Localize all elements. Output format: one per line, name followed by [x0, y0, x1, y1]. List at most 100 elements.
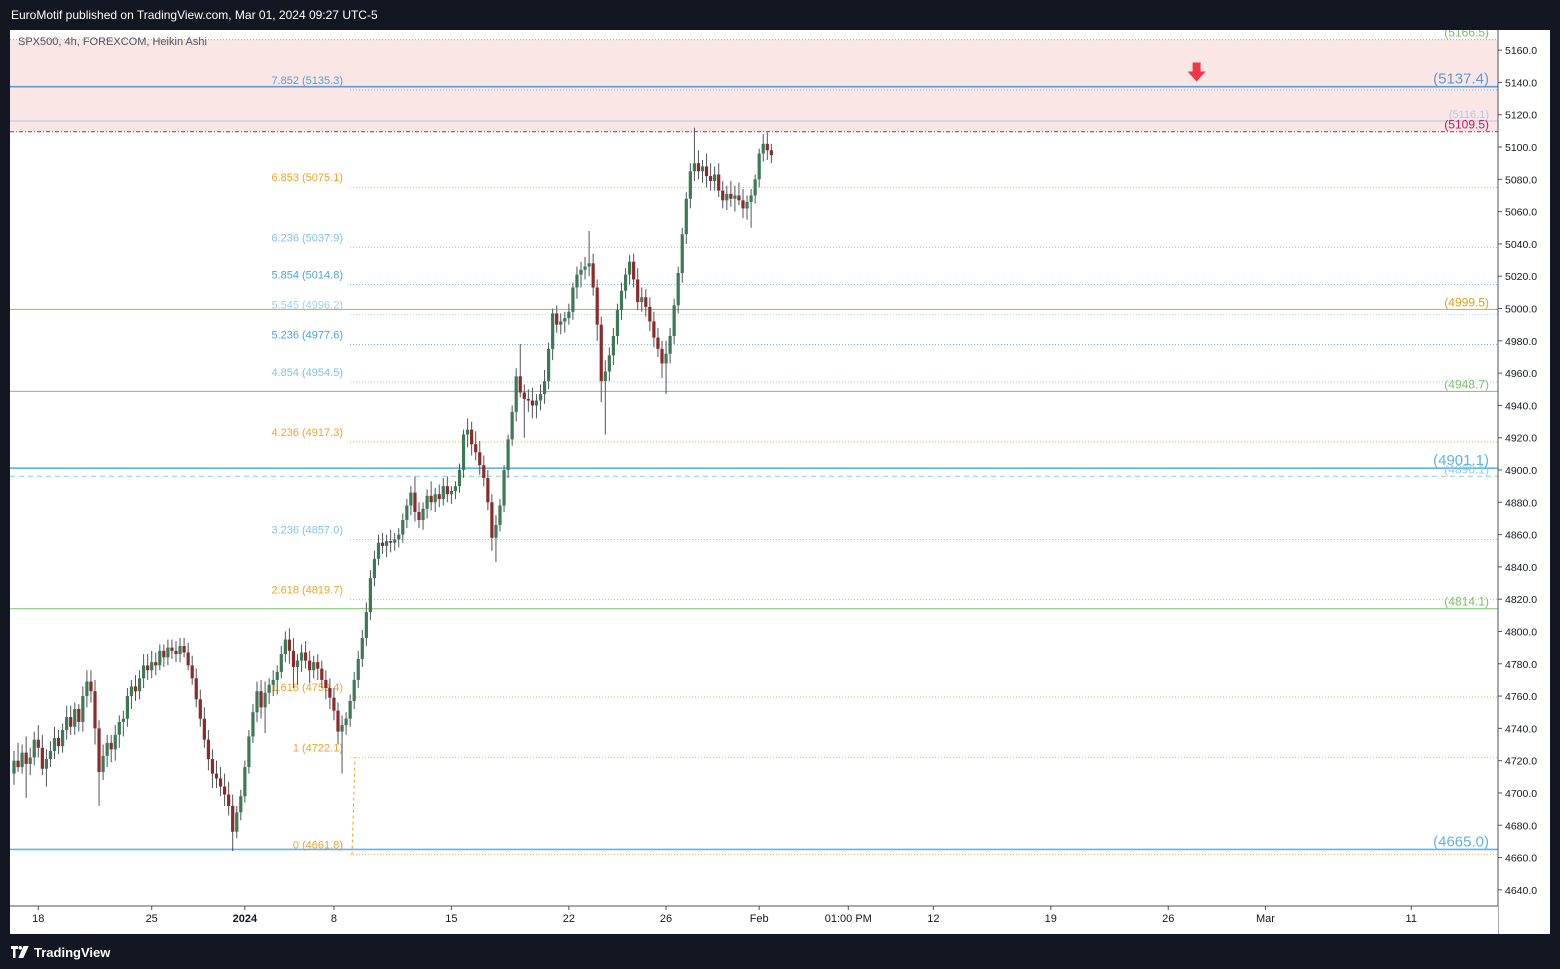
- candle-body: [417, 511, 421, 521]
- candle-body: [129, 686, 134, 697]
- candle-body: [328, 688, 332, 698]
- candle-body: [166, 647, 170, 658]
- price-axis-bg[interactable]: [1498, 30, 1550, 934]
- candle-body: [757, 153, 761, 180]
- candle-body: [368, 578, 372, 613]
- candle-body: [721, 190, 725, 201]
- candle-body: [202, 718, 206, 740]
- chart-panel[interactable]: 0 (4661.8) 1 (4722.1) 1.618 (4759.4) 2.618 …: [10, 26, 1550, 934]
- candle-body: [413, 492, 417, 512]
- time-tick-label: 01:00 PM: [825, 913, 872, 925]
- time-tick-label: Mar: [1256, 913, 1275, 925]
- candle-body: [214, 773, 219, 779]
- fib-extension: 0 (4661.8) 1 (4722.1) 1.618 (4759.4) 2.618 …: [271, 75, 1498, 856]
- candle-body: [619, 290, 624, 311]
- candle-body: [445, 486, 449, 495]
- candle-body: [607, 355, 611, 372]
- candle-body: [401, 520, 405, 535]
- candle-body: [223, 786, 227, 795]
- candle-body: [644, 297, 648, 307]
- price-tick-label: 4640.0: [1505, 885, 1537, 897]
- price-tick-label: 4740.0: [1505, 723, 1537, 735]
- candle-body: [623, 274, 628, 291]
- candle-body: [429, 495, 433, 503]
- tradingview-logo[interactable]: TradingView: [11, 944, 110, 960]
- candle-body: [109, 742, 113, 750]
- price-chart[interactable]: 0 (4661.8) 1 (4722.1) 1.618 (4759.4) 2.618 …: [10, 26, 1550, 934]
- candle-body: [498, 505, 502, 525]
- candle-body: [93, 691, 97, 729]
- price-tick-label: 4720.0: [1505, 756, 1537, 768]
- price-tick-label: 4980.0: [1505, 336, 1537, 348]
- candle-body: [291, 650, 296, 668]
- candle-body: [24, 752, 28, 764]
- candle-body: [587, 263, 591, 267]
- candle-body: [421, 508, 425, 521]
- candle-body: [486, 478, 490, 503]
- candle-body: [765, 143, 769, 151]
- candle-body: [150, 662, 154, 671]
- horizontal-lines: [10, 39, 1498, 851]
- price-tick-label: 4800.0: [1505, 626, 1537, 638]
- price-tick-label: 4860.0: [1505, 530, 1537, 542]
- candle-body: [146, 665, 150, 671]
- candle-body: [632, 261, 636, 280]
- candle-body: [61, 729, 65, 747]
- time-tick-label: Feb: [750, 913, 769, 925]
- candle-body: [729, 193, 733, 199]
- candle-body: [709, 176, 713, 181]
- tradingview-logo-text: TradingView: [34, 944, 111, 960]
- price-tick-label: 4940.0: [1505, 400, 1537, 412]
- candle-body: [449, 490, 453, 495]
- candle-body: [52, 738, 57, 751]
- time-tick-label: 11: [1406, 913, 1417, 925]
- candle-body: [700, 166, 705, 172]
- candle-body: [267, 684, 271, 693]
- time-axis-bg[interactable]: [10, 906, 1498, 934]
- candle-body: [295, 660, 300, 668]
- candle-body: [186, 652, 190, 666]
- candle-body: [615, 310, 620, 336]
- candle-body: [737, 195, 741, 201]
- candle-body: [692, 163, 696, 172]
- candle-body: [174, 650, 178, 655]
- candle-body: [178, 646, 182, 655]
- arrow-down-icon: [1187, 62, 1206, 82]
- candle-body: [360, 637, 364, 659]
- candle-body: [137, 678, 142, 692]
- candle-body: [380, 542, 385, 546]
- fib-label-7: 5.236 (4977.6): [271, 330, 343, 342]
- time-tick-label: 26: [1162, 913, 1174, 925]
- candle-body: [688, 171, 692, 199]
- price-axis[interactable]: 5160.0 5140.0 5120.0 5100.0 5080.0 5060.0 5040…: [1498, 45, 1537, 897]
- time-axis[interactable]: 18 25 2024 8 15 22 26 Feb 01:00 PM 12 19 26 Mar 11: [32, 906, 1417, 925]
- candle-body: [101, 755, 105, 772]
- hline-label-7: (4896.1): [1444, 462, 1489, 476]
- price-tick-label: 4780.0: [1505, 659, 1537, 671]
- price-tick-label: 5020.0: [1505, 271, 1537, 283]
- candle-body: [571, 287, 575, 312]
- candle-body: [393, 539, 397, 543]
- price-tick-label: 4820.0: [1505, 594, 1537, 606]
- candle-body: [48, 750, 53, 760]
- candle-body: [474, 444, 478, 453]
- price-tick-label: 4900.0: [1505, 465, 1537, 477]
- candle-body: [344, 718, 348, 726]
- candle-body: [457, 470, 462, 487]
- publish-info: EuroMotif published on TradingView.com, …: [11, 8, 378, 22]
- candle-body: [725, 193, 729, 201]
- time-tick-label: 19: [1045, 913, 1057, 925]
- time-tick-label: 22: [563, 913, 575, 925]
- candle-body: [717, 174, 721, 191]
- hline-label-0: (5166.5): [1444, 30, 1489, 40]
- fib-label-0: 0 (4661.8): [293, 840, 343, 852]
- candle-body: [69, 717, 73, 727]
- hline-label-9: (4665.0): [1433, 833, 1489, 850]
- candle-body: [332, 697, 336, 711]
- candle-body: [142, 665, 146, 679]
- candle-body: [526, 398, 530, 401]
- candle-body: [97, 728, 101, 772]
- candle-body: [733, 195, 737, 199]
- candle-body: [312, 662, 316, 671]
- price-tick-label: 4760.0: [1505, 691, 1537, 703]
